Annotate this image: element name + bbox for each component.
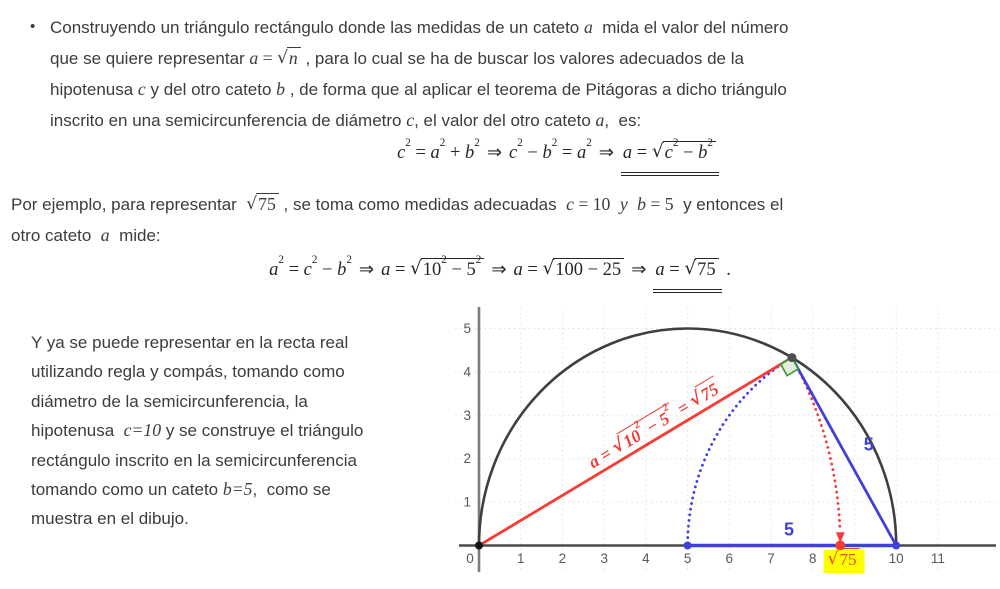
note-line-6: tomando como un cateto b=5, como se <box>31 479 331 500</box>
intro-line-4: inscrito en una semicircunferencia de di… <box>50 110 642 130</box>
svg-text:3: 3 <box>463 408 471 423</box>
sqrt-sign: √ <box>277 48 288 68</box>
svg-text:11: 11 <box>931 551 945 566</box>
construction-note: Y ya se puede representar en la recta re… <box>31 328 363 534</box>
sqrt-sign: √ <box>651 141 664 162</box>
bullet-marker: • <box>30 18 36 35</box>
intro-line-1: Construyendo un triángulo rectángulo don… <box>50 17 789 37</box>
svg-text:3: 3 <box>600 551 608 566</box>
sqrt-sign: √ <box>684 258 697 279</box>
svg-text:6: 6 <box>726 551 734 566</box>
sqrt-sign: √ <box>410 258 422 279</box>
svg-text:5: 5 <box>784 519 794 539</box>
sqrt-sign: √ <box>542 258 555 279</box>
sqrt75-result-label: √75 <box>823 547 865 573</box>
note-line-4: hipotenusa c=10 y se construye el triáng… <box>31 420 364 441</box>
example-line-1: Por ejemplo, para representar √75 , se t… <box>11 193 784 214</box>
note-line-2: utilizando regla y compás, tomando como <box>31 362 345 382</box>
svg-text:2: 2 <box>559 551 567 566</box>
sqrt-sign: √ <box>246 194 258 214</box>
intro-line-2: que se quiere representar a = √n , para … <box>50 47 744 68</box>
intro-line-3: hipotenusa c y del otro cateto b , de fo… <box>50 79 787 99</box>
svg-text:8: 8 <box>809 551 817 566</box>
svg-text:2: 2 <box>463 451 471 466</box>
geometry-figure: 012345678910111234555 a = √102 − 52 = √7… <box>450 300 1000 589</box>
pythagoras-formula: c2 = a2 + b2 ⇒ c2 − b2 = a2 ⇒ a = √c2 − b2 <box>0 136 1000 176</box>
note-line-5: rectángulo inscrito en la semicircunfere… <box>31 450 357 470</box>
svg-text:5: 5 <box>864 434 874 454</box>
example-paragraph: Por ejemplo, para representar √75 , se t… <box>11 189 783 251</box>
note-line-7: muestra en el dibujo. <box>31 509 189 529</box>
svg-text:5: 5 <box>684 551 692 566</box>
svg-text:1: 1 <box>517 551 525 566</box>
svg-text:7: 7 <box>767 551 775 566</box>
svg-text:1: 1 <box>463 495 471 510</box>
semicircle-construction-plot: 012345678910111234555 <box>455 307 997 572</box>
sqrt-sign: √ <box>827 548 839 569</box>
example-line-2: otro cateto a mide: <box>11 225 161 245</box>
note-line-1: Y ya se puede representar en la recta re… <box>31 333 349 352</box>
note-line-3: diámetro de la semicircunferencia, la <box>31 391 308 411</box>
intro-paragraph: • Construyendo un triángulo rectángulo d… <box>30 12 788 136</box>
svg-text:0: 0 <box>466 551 474 566</box>
example-formula: a2 = c2 − b2 ⇒ a = √102 − 52 ⇒ a = √100 − 25… <box>0 253 1000 293</box>
svg-text:5: 5 <box>463 321 471 336</box>
svg-text:4: 4 <box>642 551 650 566</box>
svg-text:10: 10 <box>889 551 904 566</box>
intro-text: Construyendo un triángulo rectángulo don… <box>50 12 788 136</box>
svg-text:4: 4 <box>463 364 471 379</box>
